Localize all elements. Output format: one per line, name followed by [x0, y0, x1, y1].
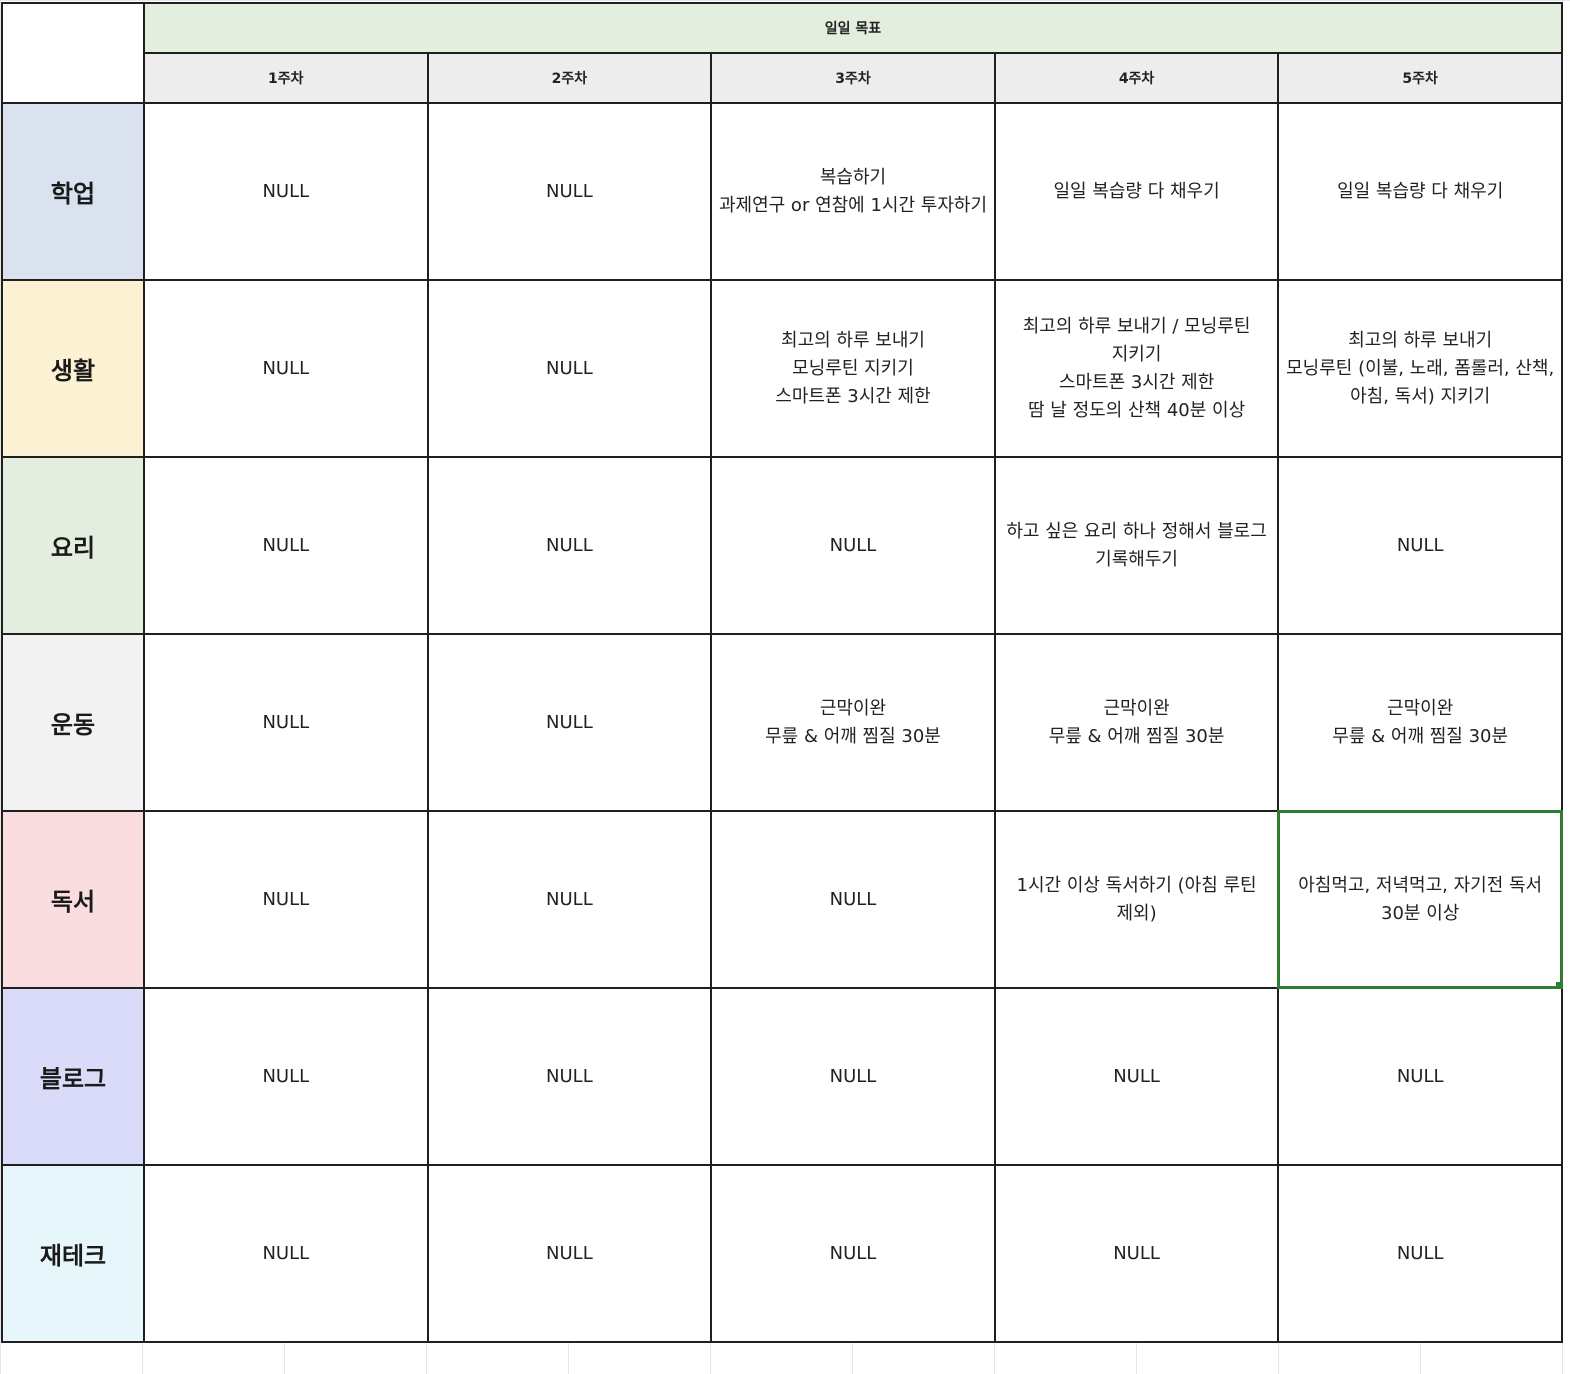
goal-cell[interactable]: 복습하기 과제연구 or 연참에 1시간 투자하기 [710, 102, 996, 281]
goal-cell[interactable]: NULL [426, 987, 713, 1166]
goal-table: 일일 목표 1주차 2주차 3주차 4주차 5주차 학업 NULL NULL 복… [1, 2, 1563, 1343]
table-row: 독서 NULL NULL NULL 1시간 이상 독서하기 (아침 루틴 제외)… [1, 810, 1563, 989]
goal-cell[interactable]: NULL [426, 456, 713, 635]
selected-cell-text: 아침먹고, 저녁먹고, 자기전 독서 30분 이상 [1298, 874, 1543, 924]
corner-cell[interactable] [1, 2, 145, 104]
goal-cell[interactable]: 근막이완 무릎 & 어깨 찜질 30분 [1277, 633, 1563, 812]
table-title[interactable]: 일일 목표 [143, 2, 1563, 54]
goal-cell[interactable]: NULL [426, 1164, 713, 1343]
goal-cell[interactable]: NULL [710, 810, 996, 989]
table-row: 생활 NULL NULL 최고의 하루 보내기 모닝루틴 지키기 스마트폰 3시… [1, 279, 1563, 458]
goal-cell[interactable]: NULL [143, 456, 429, 635]
week-header-row: 1주차 2주차 3주차 4주차 5주차 [2, 52, 1563, 104]
goal-cell[interactable]: NULL [426, 102, 713, 281]
week-header[interactable]: 5주차 [1277, 52, 1563, 104]
week-header[interactable]: 3주차 [710, 52, 996, 104]
goal-cell[interactable]: 일일 복습량 다 채우기 [993, 102, 1280, 281]
goal-cell[interactable]: 1시간 이상 독서하기 (아침 루틴 제외) [993, 810, 1280, 989]
goal-cell[interactable]: 근막이완 무릎 & 어깨 찜질 30분 [710, 633, 996, 812]
goal-cell[interactable]: NULL [1277, 456, 1563, 635]
category-cell[interactable]: 블로그 [1, 987, 145, 1166]
goal-cell[interactable]: NULL [426, 279, 713, 458]
table-row: 운동 NULL NULL 근막이완 무릎 & 어깨 찜질 30분 근막이완 무릎… [1, 633, 1563, 812]
goal-cell[interactable]: NULL [143, 102, 429, 281]
category-cell[interactable]: 요리 [1, 456, 145, 635]
category-cell[interactable]: 운동 [1, 633, 145, 812]
table-row: 재테크 NULL NULL NULL NULL NULL [1, 1164, 1563, 1343]
table-row: 블로그 NULL NULL NULL NULL NULL [1, 987, 1563, 1166]
table-row: 학업 NULL NULL 복습하기 과제연구 or 연참에 1시간 투자하기 일… [1, 102, 1563, 281]
goal-cell[interactable]: NULL [710, 1164, 996, 1343]
goal-cell[interactable]: NULL [710, 987, 996, 1166]
goal-cell[interactable]: 최고의 하루 보내기 모닝루틴 (이불, 노래, 폼롤러, 산책, 아침, 독서… [1277, 279, 1563, 458]
goal-cell[interactable]: NULL [143, 1164, 429, 1343]
goal-cell[interactable]: NULL [143, 279, 429, 458]
category-cell[interactable]: 재테크 [1, 1164, 145, 1343]
goal-cell[interactable]: 일일 복습량 다 채우기 [1277, 102, 1563, 281]
goal-cell[interactable]: NULL [993, 987, 1280, 1166]
goal-cell[interactable]: 하고 싶은 요리 하나 정해서 블로그 기록해두기 [993, 456, 1280, 635]
goal-cell[interactable]: NULL [426, 633, 713, 812]
week-header[interactable]: 4주차 [993, 52, 1280, 104]
category-cell[interactable]: 학업 [1, 102, 145, 281]
selected-goal-cell[interactable]: 아침먹고, 저녁먹고, 자기전 독서 30분 이상 [1277, 810, 1563, 989]
goal-cell[interactable]: NULL [143, 987, 429, 1166]
goal-cell[interactable]: NULL [710, 456, 996, 635]
week-header[interactable]: 2주차 [426, 52, 713, 104]
fill-handle[interactable] [1555, 982, 1560, 986]
goal-cell[interactable]: NULL [1277, 987, 1563, 1166]
goal-cell[interactable]: NULL [143, 810, 429, 989]
goal-cell[interactable]: 최고의 하루 보내기 모닝루틴 지키기 스마트폰 3시간 제한 [710, 279, 996, 458]
goal-cell[interactable]: 근막이완 무릎 & 어깨 찜질 30분 [993, 633, 1280, 812]
goal-cell[interactable]: NULL [426, 810, 713, 989]
goal-cell[interactable]: NULL [143, 633, 429, 812]
week-header[interactable]: 1주차 [143, 52, 429, 104]
table-row: 요리 NULL NULL NULL 하고 싶은 요리 하나 정해서 블로그 기록… [1, 456, 1563, 635]
category-cell[interactable]: 독서 [1, 810, 145, 989]
goal-cell[interactable]: NULL [993, 1164, 1280, 1343]
goal-cell[interactable]: NULL [1277, 1164, 1563, 1343]
category-cell[interactable]: 생활 [1, 279, 145, 458]
goal-cell[interactable]: 최고의 하루 보내기 / 모닝루틴 지키기 스마트폰 3시간 제한 땀 날 정도… [993, 279, 1280, 458]
